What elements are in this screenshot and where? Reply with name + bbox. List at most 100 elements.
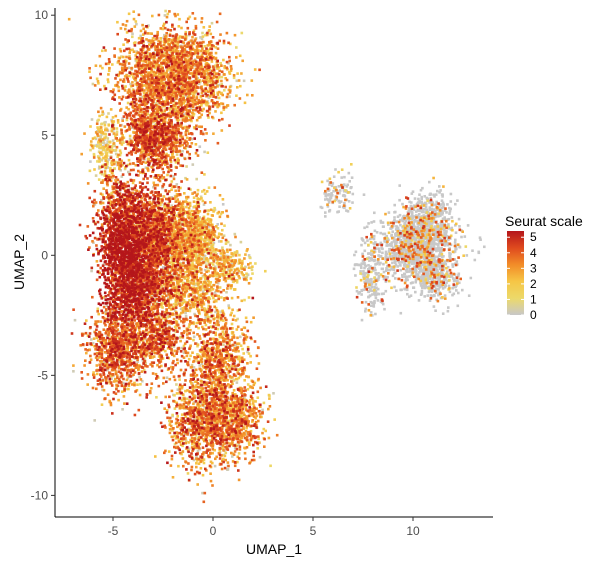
- data-point: [367, 252, 370, 255]
- data-point: [192, 335, 196, 339]
- data-point: [403, 241, 406, 245]
- data-point: [373, 276, 376, 280]
- data-point: [237, 443, 241, 447]
- data-point: [395, 225, 399, 229]
- data-point: [385, 256, 388, 259]
- data-point: [399, 254, 403, 258]
- data-point: [211, 246, 215, 250]
- data-point: [361, 252, 364, 256]
- data-point: [384, 250, 388, 254]
- data-point: [211, 250, 215, 253]
- data-point: [235, 381, 239, 384]
- data-point: [328, 177, 332, 181]
- data-point: [102, 141, 105, 144]
- data-point: [418, 215, 421, 219]
- data-point: [413, 215, 417, 218]
- data-point: [238, 54, 242, 58]
- data-point: [118, 190, 122, 193]
- data-point: [420, 263, 424, 267]
- data-point: [431, 263, 434, 266]
- data-point: [458, 245, 462, 249]
- data-point: [435, 249, 438, 253]
- data-point: [452, 279, 456, 283]
- data-point: [324, 211, 327, 214]
- data-point: [176, 415, 179, 418]
- data-point: [417, 248, 420, 252]
- data-point: [331, 182, 335, 185]
- data-point: [236, 317, 239, 321]
- data-point: [173, 98, 176, 101]
- data-point: [204, 33, 207, 37]
- data-point: [201, 31, 204, 35]
- data-point: [241, 259, 244, 263]
- data-point: [128, 74, 131, 78]
- data-point: [214, 250, 217, 254]
- data-point: [336, 210, 339, 214]
- data-point: [443, 283, 447, 287]
- data-point: [121, 117, 124, 120]
- data-point: [441, 217, 445, 221]
- data-point: [369, 311, 373, 314]
- data-point: [222, 58, 225, 62]
- data-point: [362, 270, 365, 273]
- data-point: [390, 233, 393, 237]
- data-point: [359, 278, 363, 282]
- data-point: [217, 387, 221, 390]
- data-point: [338, 201, 341, 204]
- data-point: [473, 258, 477, 262]
- data-point: [111, 116, 115, 119]
- data-point: [105, 115, 109, 119]
- data-point: [115, 127, 119, 130]
- data-point: [362, 277, 366, 280]
- data-point: [380, 292, 384, 296]
- data-point: [429, 266, 432, 270]
- data-point: [218, 286, 222, 289]
- data-point: [189, 279, 192, 283]
- data-point: [151, 37, 155, 40]
- data-point: [131, 35, 134, 39]
- data-point: [435, 236, 438, 239]
- data-point: [146, 112, 150, 116]
- data-point: [236, 369, 240, 373]
- data-point: [447, 227, 451, 230]
- data-point: [427, 236, 431, 240]
- data-point: [184, 176, 187, 180]
- data-point: [347, 171, 351, 175]
- data-point: [368, 237, 372, 241]
- data-point: [448, 279, 451, 282]
- data-point: [192, 458, 196, 462]
- data-point: [429, 197, 433, 200]
- data-point: [267, 393, 271, 397]
- data-point: [155, 114, 159, 118]
- data-point: [427, 273, 430, 277]
- data-point: [415, 259, 419, 262]
- data-point: [249, 277, 253, 280]
- data-point: [399, 230, 403, 233]
- data-point: [371, 281, 374, 284]
- data-point: [167, 296, 170, 299]
- data-point: [432, 208, 436, 211]
- data-point: [195, 455, 198, 459]
- data-point: [99, 138, 103, 141]
- data-point: [403, 261, 407, 264]
- data-point: [327, 198, 330, 202]
- data-point: [125, 118, 129, 122]
- data-point: [363, 274, 366, 277]
- data-point: [408, 200, 411, 204]
- data-point: [105, 164, 109, 167]
- data-point: [94, 174, 98, 177]
- data-point: [147, 24, 150, 27]
- data-point: [107, 69, 111, 73]
- data-point: [421, 279, 425, 282]
- data-point: [185, 419, 189, 423]
- data-point: [258, 455, 262, 459]
- data-point: [185, 205, 188, 209]
- data-point: [454, 202, 457, 206]
- data-point: [159, 37, 162, 40]
- data-point: [205, 238, 209, 241]
- data-point: [251, 272, 254, 275]
- data-point: [177, 118, 181, 121]
- data-point: [210, 21, 214, 25]
- data-point: [97, 167, 101, 170]
- data-point: [197, 82, 201, 85]
